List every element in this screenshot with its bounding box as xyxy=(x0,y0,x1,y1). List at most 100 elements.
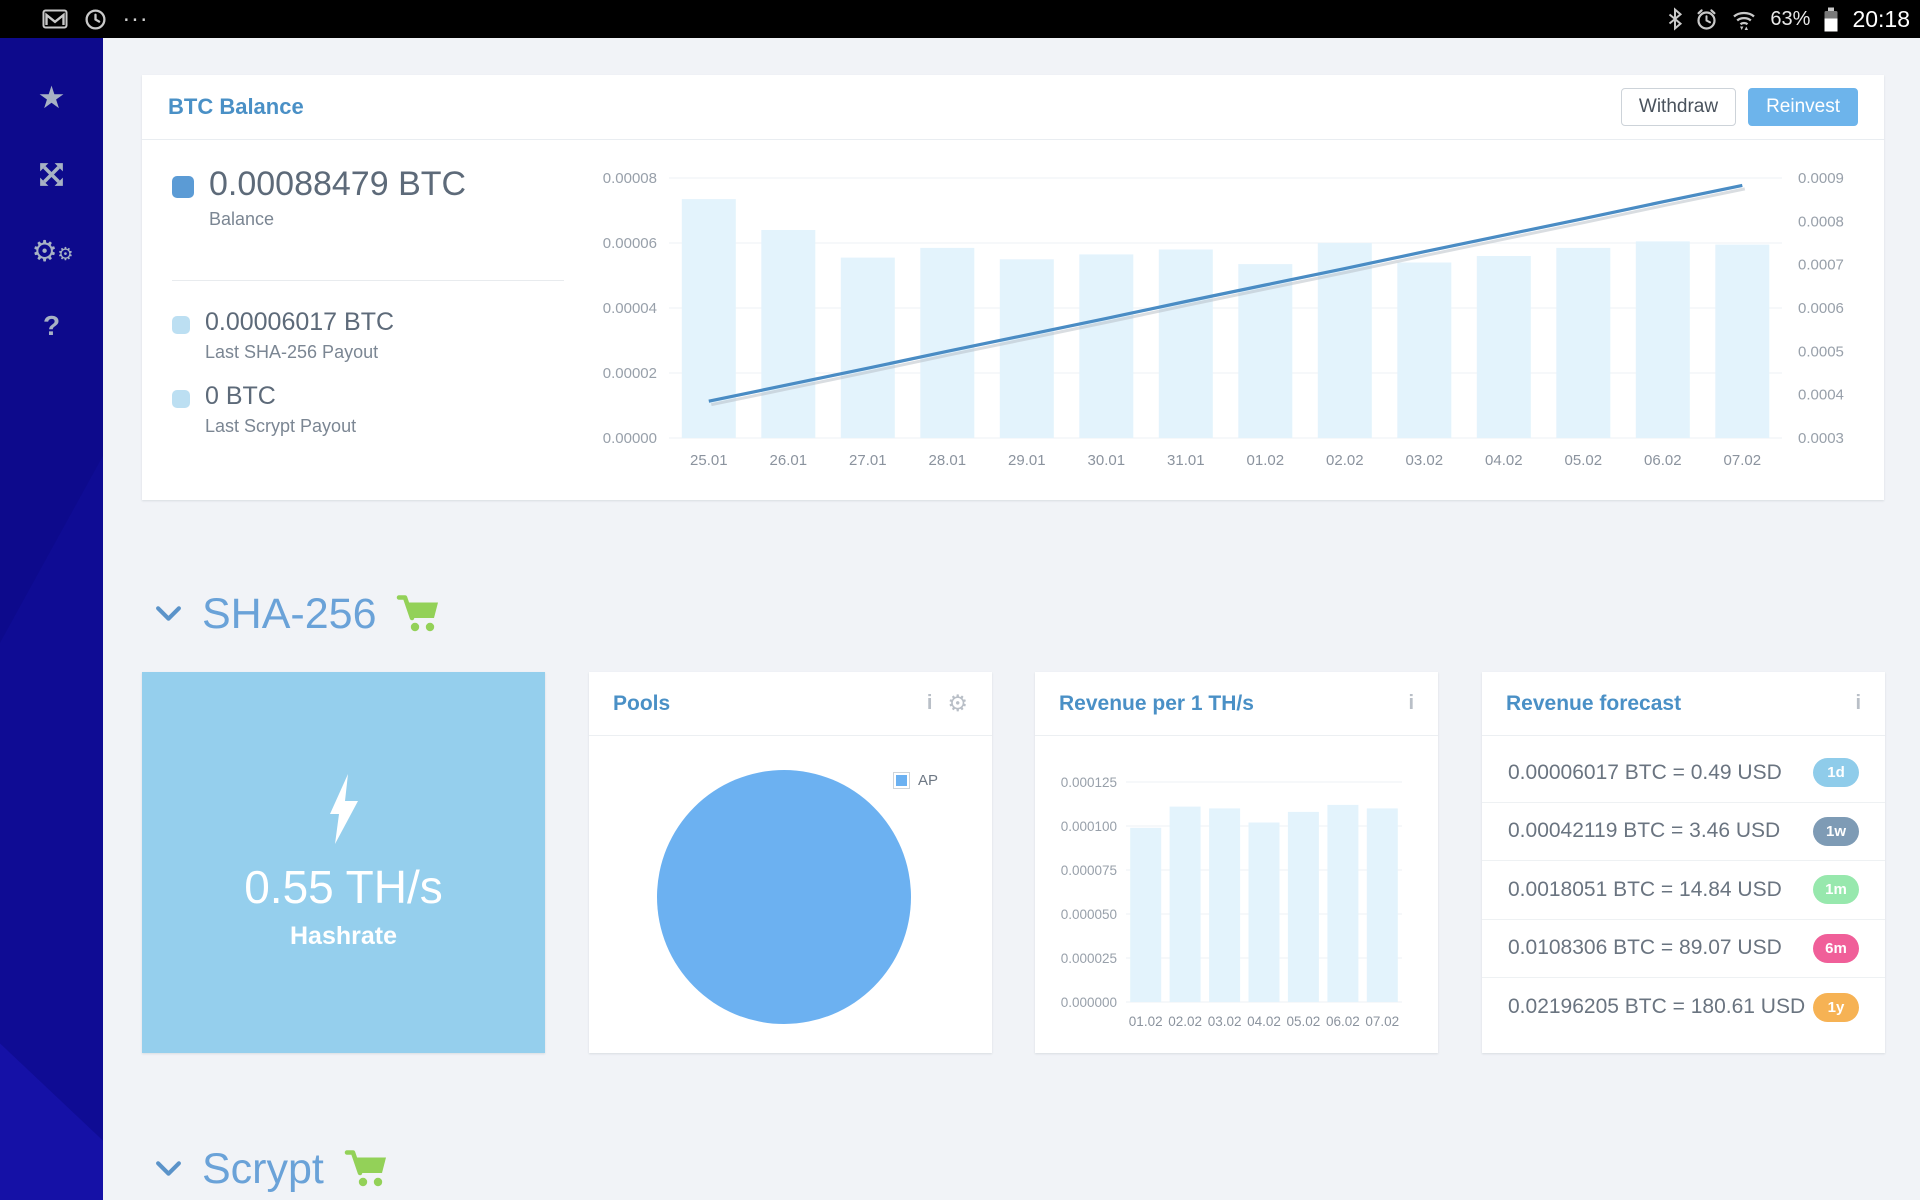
x-axis-label: 04.02 xyxy=(1485,452,1523,469)
revenue-title: Revenue per 1 TH/s xyxy=(1059,691,1254,715)
btc-balance-card: BTC Balance Withdraw Reinvest 0.00088479… xyxy=(142,75,1884,500)
bluetooth-icon xyxy=(1669,7,1683,31)
forecast-title: Revenue forecast xyxy=(1506,691,1682,715)
right-axis-tick: 0.0007 xyxy=(1798,257,1844,274)
sidebar-facet xyxy=(0,1043,103,1200)
revenue-bar xyxy=(1366,808,1398,1002)
status-left: ... xyxy=(42,0,150,31)
battery-percent: 63% xyxy=(1770,7,1811,30)
right-axis-tick: 0.0008 xyxy=(1798,213,1844,230)
reinvest-button[interactable]: Reinvest xyxy=(1748,88,1858,126)
payout-bar xyxy=(1715,244,1770,438)
hashrate-card[interactable]: 0.55 TH/s Hashrate xyxy=(142,672,545,1053)
battery-icon xyxy=(1824,7,1838,31)
payout-swatch xyxy=(172,316,190,334)
divider xyxy=(172,280,564,281)
x-axis-label: 02.02 xyxy=(1168,1014,1202,1029)
pools-pie-chart xyxy=(657,770,911,1024)
x-axis-label: 28.01 xyxy=(929,452,967,469)
info-icon[interactable]: i xyxy=(1408,692,1414,714)
y-axis-tick: 0.000050 xyxy=(1061,907,1117,922)
sidebar-item-help[interactable]: ? xyxy=(0,288,103,364)
scrypt-payout-label: Last Scrypt Payout xyxy=(205,416,357,436)
payout-bar xyxy=(1476,256,1531,438)
left-axis-tick: 0.00000 xyxy=(603,430,657,447)
balance-line xyxy=(708,183,1743,403)
expand-arrows-icon xyxy=(40,162,63,186)
forecast-row: 0.02196205 BTC = 180.61 USD 1y xyxy=(1482,978,1885,1037)
gears-icon: ⚙ ⚙ xyxy=(31,234,74,268)
revenue-card: Revenue per 1 TH/s i 0.000000 0.000025 0.0… xyxy=(1035,672,1438,1053)
payout-bar xyxy=(761,230,816,438)
x-axis-label: 01.02 xyxy=(1247,452,1285,469)
gmail-icon xyxy=(42,9,68,29)
wifi-icon xyxy=(1733,11,1756,30)
pools-legend[interactable]: AP xyxy=(892,772,938,789)
forecast-text: 0.0018051 BTC = 14.84 USD xyxy=(1508,877,1782,901)
y-axis-tick: 0.000075 xyxy=(1061,863,1117,878)
x-axis-label: 07.02 xyxy=(1724,452,1762,469)
forecast-text: 0.00006017 BTC = 0.49 USD xyxy=(1508,760,1782,784)
gear-icon[interactable]: ⚙ xyxy=(947,690,968,717)
cart-icon[interactable] xyxy=(344,1149,390,1189)
balance-line-shadow xyxy=(710,187,1746,407)
sidebar-item-favorites[interactable]: ★ xyxy=(0,60,103,136)
right-axis-tick: 0.0009 xyxy=(1798,170,1844,187)
x-axis-label: 29.01 xyxy=(1008,452,1046,469)
left-axis-tick: 0.00004 xyxy=(603,300,657,317)
payout-bar xyxy=(999,259,1054,439)
forecast-card: Revenue forecast i 0.00006017 BTC = 0.49… xyxy=(1482,672,1885,1053)
x-axis-label: 31.01 xyxy=(1167,452,1205,469)
x-axis-label: 25.01 xyxy=(690,452,728,469)
section-scrypt-title: Scrypt xyxy=(202,1144,324,1193)
hashrate-label: Hashrate xyxy=(290,922,397,950)
revenue-bar xyxy=(1287,811,1319,1002)
info-icon[interactable]: i xyxy=(1855,692,1861,714)
notification-overflow: ... xyxy=(123,0,150,27)
info-icon[interactable]: i xyxy=(926,692,933,714)
forecast-rows: 0.00006017 BTC = 0.49 USD 1d 0.00042119 … xyxy=(1482,744,1885,1037)
forecast-text: 0.02196205 BTC = 180.61 USD xyxy=(1508,995,1806,1019)
payout-swatch xyxy=(172,390,190,408)
revenue-bar xyxy=(1130,827,1162,1002)
balance-chart: 0.00000 0.00002 0.00004 0.00006 0.00008 0.000… xyxy=(603,170,1844,469)
x-axis-label: 02.02 xyxy=(1326,452,1364,469)
clock-time: 20:18 xyxy=(1852,5,1910,32)
forecast-header: Revenue forecast i xyxy=(1482,672,1885,736)
chevron-down-icon xyxy=(156,1161,181,1176)
cart-icon[interactable] xyxy=(396,594,442,634)
right-axis-tick: 0.0005 xyxy=(1798,343,1844,360)
section-scrypt-toggle[interactable]: Scrypt xyxy=(155,1138,390,1200)
x-axis-label: 30.01 xyxy=(1088,452,1126,469)
x-axis-label: 06.02 xyxy=(1644,452,1682,469)
payout-bar xyxy=(1556,247,1611,438)
y-axis-tick: 0.000000 xyxy=(1061,995,1117,1010)
balance-swatch xyxy=(172,176,194,198)
main-content: BTC Balance Withdraw Reinvest 0.00088479… xyxy=(103,38,1920,1200)
x-axis-label: 07.02 xyxy=(1365,1014,1399,1029)
x-axis-label: 27.01 xyxy=(849,452,887,469)
sha256-payout-value: 0.00006017 BTC xyxy=(205,308,395,336)
balance-card-title: BTC Balance xyxy=(168,94,304,119)
section-sha256-toggle[interactable]: SHA-256 xyxy=(155,583,442,645)
question-mark-icon: ? xyxy=(42,310,61,341)
x-axis-label: 05.02 xyxy=(1287,1014,1321,1029)
forecast-row: 0.00006017 BTC = 0.49 USD 1d xyxy=(1482,744,1885,803)
y-axis-tick: 0.000100 xyxy=(1061,819,1117,834)
x-axis-label: 26.01 xyxy=(770,452,808,469)
pools-title: Pools xyxy=(613,691,671,715)
status-right: 63% 20:18 xyxy=(1668,6,1910,33)
revenue-bar xyxy=(1248,822,1280,1002)
sidebar-item-expand[interactable] xyxy=(0,136,103,212)
left-axis-tick: 0.00008 xyxy=(603,170,657,187)
left-axis-tick: 0.00002 xyxy=(603,365,657,382)
x-axis-label: 05.02 xyxy=(1565,452,1603,469)
sha256-payout-label: Last SHA-256 Payout xyxy=(205,342,379,362)
withdraw-button[interactable]: Withdraw xyxy=(1620,88,1737,126)
payout-bar xyxy=(920,247,975,438)
forecast-row: 0.0018051 BTC = 14.84 USD 1m xyxy=(1482,861,1885,920)
pie-slice xyxy=(657,770,911,1024)
x-axis-label: 03.02 xyxy=(1406,452,1444,469)
revenue-chart: 0.000000 0.000025 0.000050 0.000075 0.000100… xyxy=(1061,775,1402,1029)
sidebar-item-settings[interactable]: ⚙ ⚙ xyxy=(0,212,103,288)
